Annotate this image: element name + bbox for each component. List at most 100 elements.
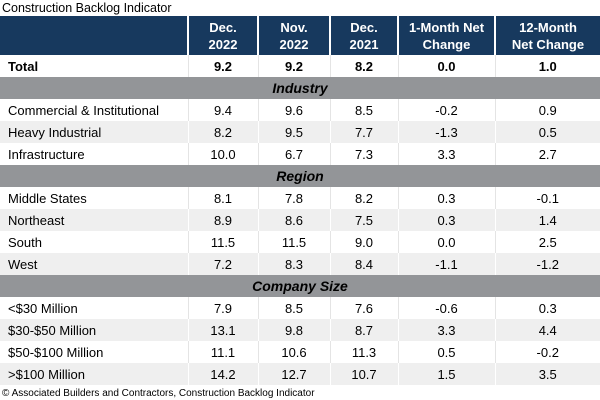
cell-value: 8.4 [329,253,398,275]
cell-value: 9.2 [257,55,330,77]
cell-value: 7.8 [257,187,330,209]
cell-value: 0.0 [397,55,495,77]
cell-value: 8.7 [329,319,398,341]
cell-value: 8.5 [329,99,398,121]
cell-value: 0.3 [494,297,600,319]
cell-value: 0.3 [397,187,495,209]
cell-value: -0.6 [397,297,495,319]
cell-value: 7.6 [329,297,398,319]
cell-value: 7.2 [187,253,258,275]
cell-value: 11.3 [329,341,398,363]
cell-value: 2.7 [494,143,600,165]
table-row: $50-$100 Million 11.1 10.6 11.3 0.5 -0.2 [0,341,600,363]
row-label: <$30 Million [0,297,188,319]
cell-value: 8.3 [257,253,330,275]
cell-value: 6.7 [257,143,330,165]
cell-value: 8.2 [187,121,258,143]
section-header: Company Size [0,275,600,297]
cell-value: 10.7 [329,363,398,385]
table-row: Commercial & Institutional 9.4 9.6 8.5 -0.2 0… [0,99,600,121]
cell-value: 10.6 [257,341,330,363]
table-row: >$100 Million 14.2 12.7 10.7 1.5 3.5 [0,363,600,385]
row-label: $50-$100 Million [0,341,188,363]
cell-value: 7.9 [187,297,258,319]
footer-credit: © Associated Builders and Contractors, C… [2,388,315,399]
cell-value: -0.2 [494,341,600,363]
cell-value: 8.1 [187,187,258,209]
cell-value: 11.1 [187,341,258,363]
row-label: Infrastructure [0,143,188,165]
cell-value: -0.1 [494,187,600,209]
cell-value: 1.4 [494,209,600,231]
cell-value: 3.5 [494,363,600,385]
cell-value: 11.5 [187,231,258,253]
row-label: West [0,253,188,275]
table-body: Total 9.2 9.2 8.2 0.0 1.0 Industry Commercial &… [0,55,600,385]
table-row: Heavy Industrial 8.2 9.5 7.7 -1.3 0.5 [0,121,600,143]
cell-value: 7.5 [329,209,398,231]
column-header: Dec. 2022 [187,16,258,55]
cell-value: 9.2 [187,55,258,77]
row-label: Commercial & Institutional [0,99,188,121]
cell-value: 7.3 [329,143,398,165]
cell-value: 1.5 [397,363,495,385]
cell-value: 0.3 [397,209,495,231]
column-header: Nov. 2022 [257,16,330,55]
cell-value: 8.2 [329,187,398,209]
cell-value: 14.2 [187,363,258,385]
row-label: South [0,231,188,253]
header-row: Dec. 2022 Nov. 2022 Dec. 2021 1-Month Net Chang… [0,16,600,55]
row-label: $30-$50 Million [0,319,188,341]
cell-value: 3.3 [397,319,495,341]
cell-value: -1.3 [397,121,495,143]
section-row: Industry [0,77,600,99]
cell-value: 8.9 [187,209,258,231]
cell-value: 9.6 [257,99,330,121]
cell-value: 9.4 [187,99,258,121]
cell-value: 0.9 [494,99,600,121]
cell-value: 8.2 [329,55,398,77]
row-label: >$100 Million [0,363,188,385]
corner-cell [0,16,188,55]
table-row: Infrastructure 10.0 6.7 7.3 3.3 2.7 [0,143,600,165]
table-row: Northeast 8.9 8.6 7.5 0.3 1.4 [0,209,600,231]
backlog-table: Dec. 2022 Nov. 2022 Dec. 2021 1-Month Net Chang… [0,16,600,385]
cell-value: 13.1 [187,319,258,341]
cell-value: 10.0 [187,143,258,165]
row-label: Total [0,55,188,77]
section-row: Company Size [0,275,600,297]
cell-value: 2.5 [494,231,600,253]
cell-value: 8.5 [257,297,330,319]
table-row: South 11.5 11.5 9.0 0.0 2.5 [0,231,600,253]
cell-value: 4.4 [494,319,600,341]
section-header: Region [0,165,600,187]
cell-value: 0.0 [397,231,495,253]
table-row: <$30 Million 7.9 8.5 7.6 -0.6 0.3 [0,297,600,319]
table-row: Middle States 8.1 7.8 8.2 0.3 -0.1 [0,187,600,209]
table-row: $30-$50 Million 13.1 9.8 8.7 3.3 4.4 [0,319,600,341]
column-header: Dec. 2021 [329,16,398,55]
row-label: Middle States [0,187,188,209]
cell-value: 1.0 [494,55,600,77]
cell-value: 8.6 [257,209,330,231]
row-label: Heavy Industrial [0,121,188,143]
cell-value: 0.5 [397,341,495,363]
cell-value: 9.8 [257,319,330,341]
cell-value: 9.5 [257,121,330,143]
cell-value: -0.2 [397,99,495,121]
section-header: Industry [0,77,600,99]
column-header: 1-Month Net Change [397,16,495,55]
cell-value: 12.7 [257,363,330,385]
page-title: Construction Backlog Indicator [2,1,172,15]
table-header: Dec. 2022 Nov. 2022 Dec. 2021 1-Month Net Chang… [0,16,600,55]
column-header: 12-Month Net Change [494,16,600,55]
cell-value: 11.5 [257,231,330,253]
table-row: West 7.2 8.3 8.4 -1.1 -1.2 [0,253,600,275]
cell-value: 0.5 [494,121,600,143]
cell-value: 3.3 [397,143,495,165]
section-row: Region [0,165,600,187]
cell-value: -1.1 [397,253,495,275]
cell-value: -1.2 [494,253,600,275]
table-row: Total 9.2 9.2 8.2 0.0 1.0 [0,55,600,77]
cell-value: 7.7 [329,121,398,143]
